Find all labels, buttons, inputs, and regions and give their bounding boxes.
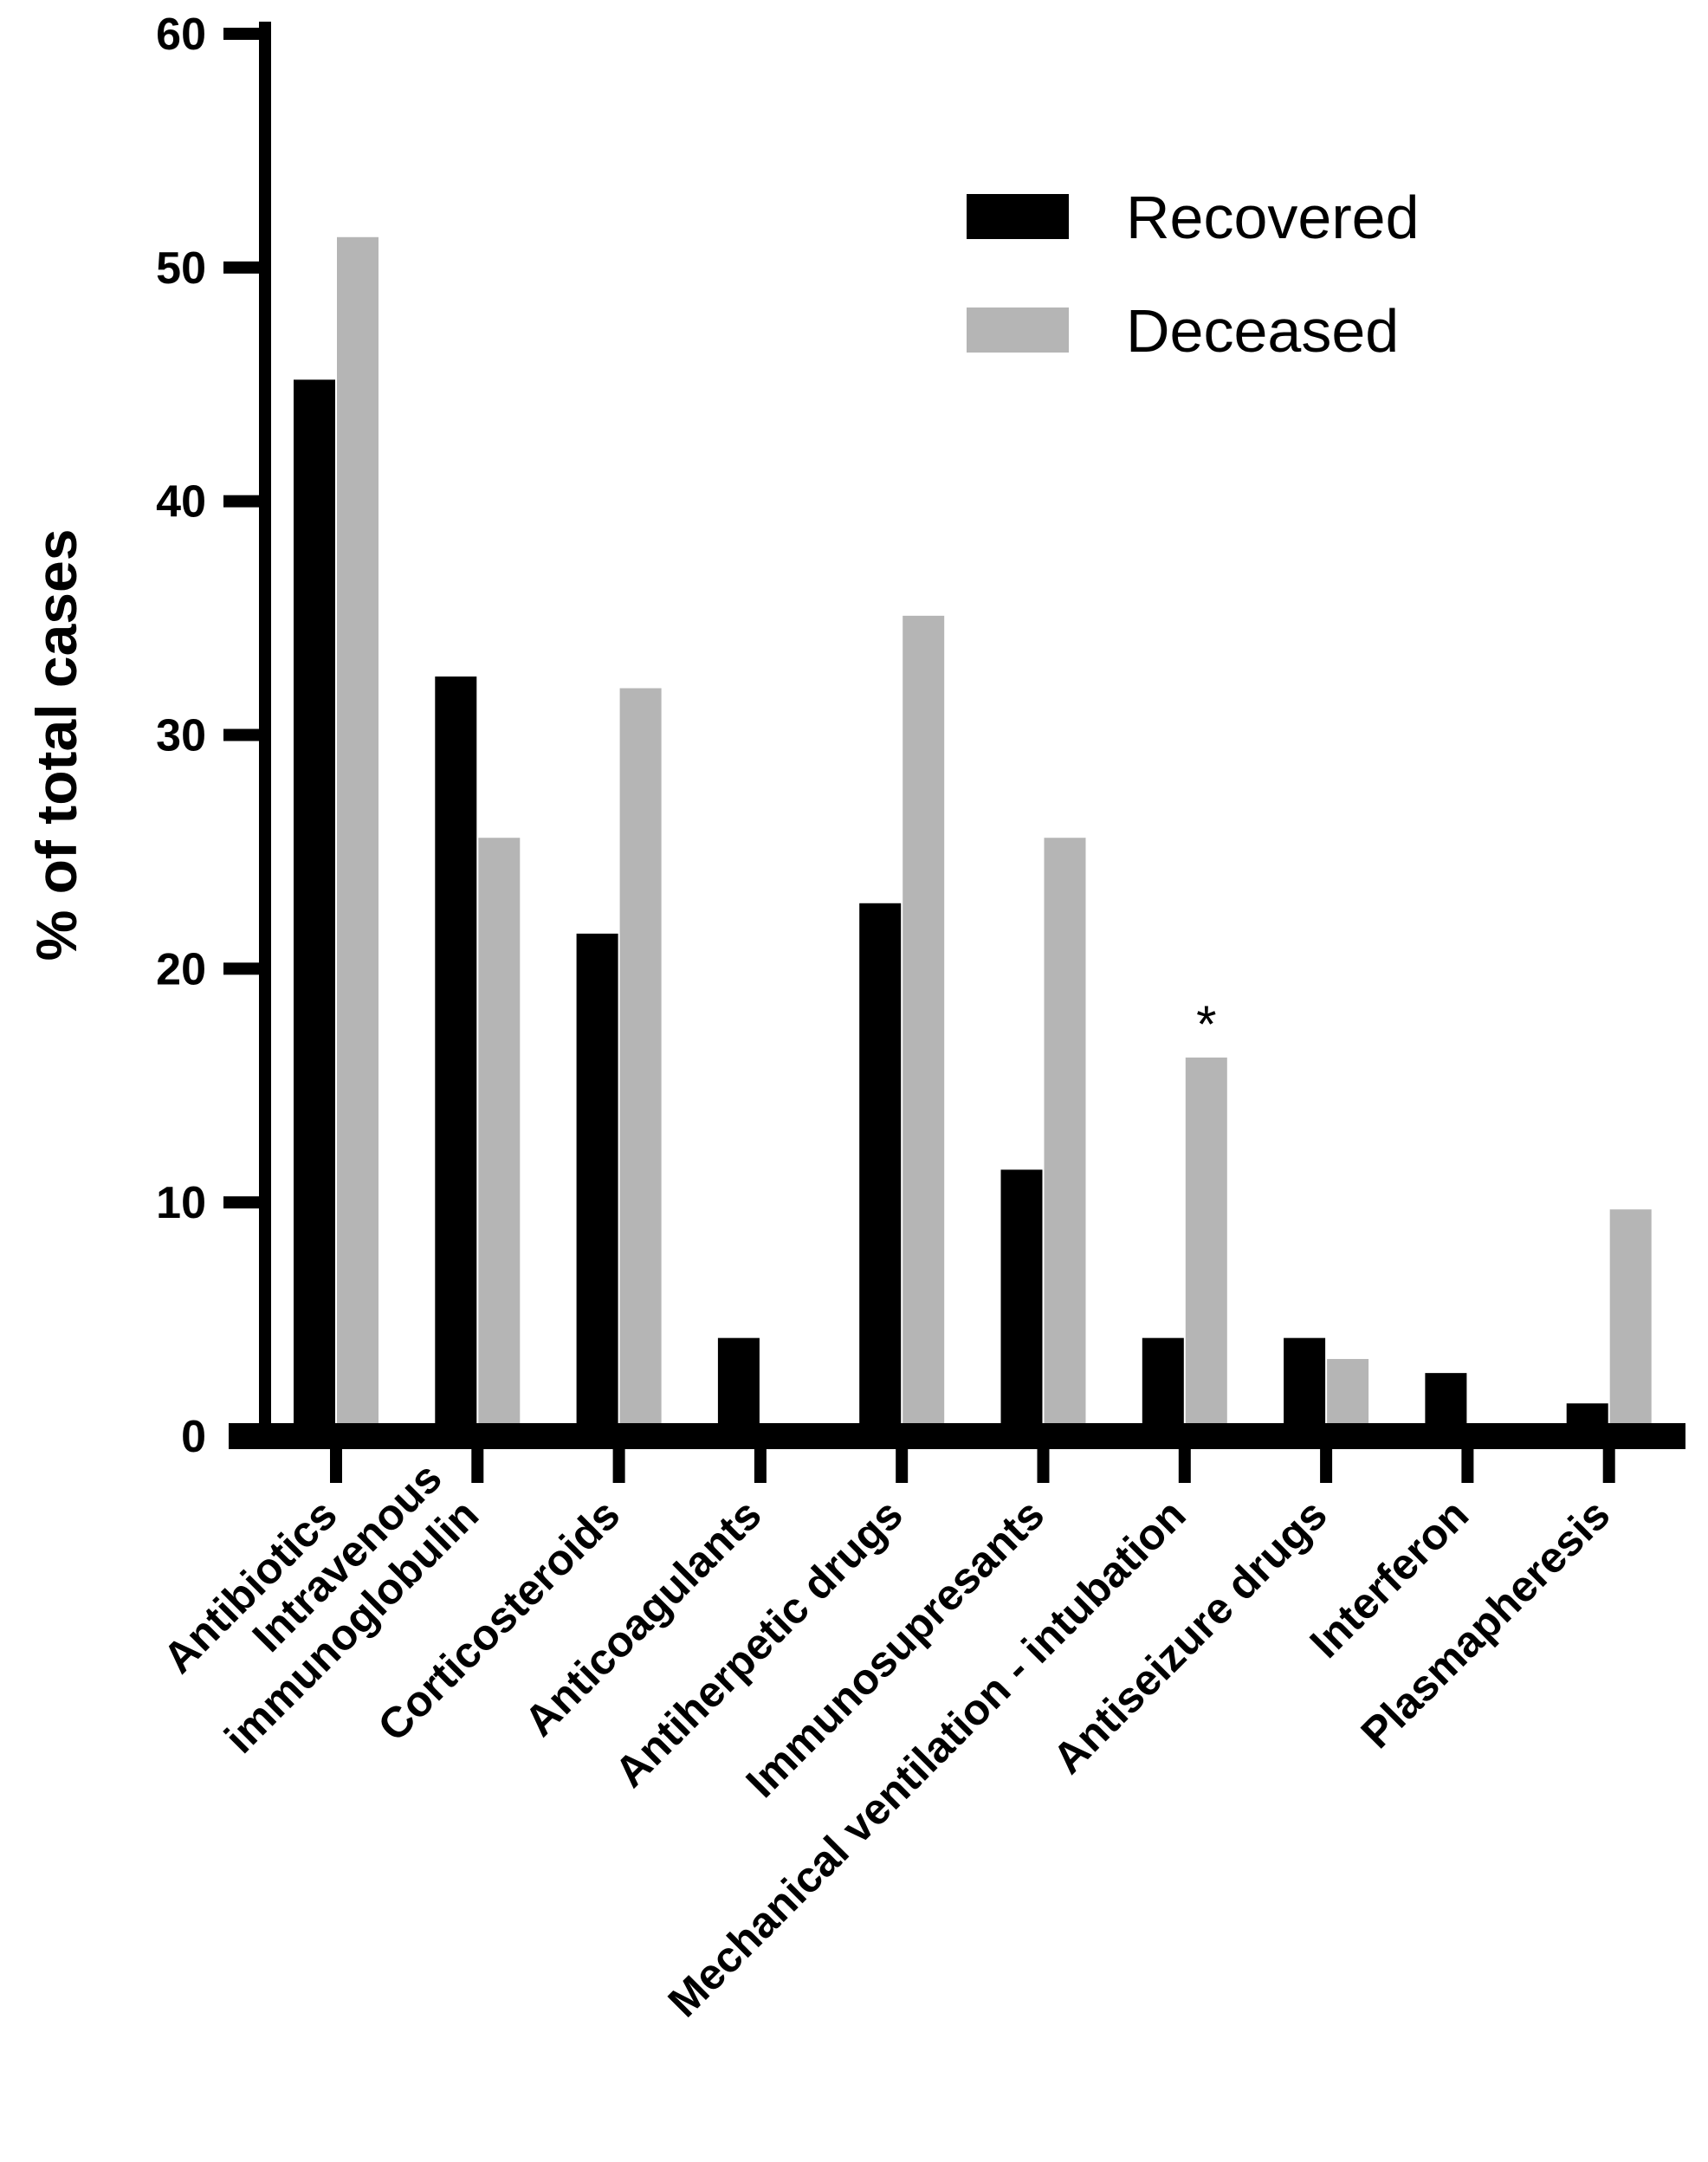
legend-label-deceased: Deceased <box>1126 297 1399 365</box>
bar-recovered-3 <box>717 1337 760 1436</box>
x-category-label-line: Anticoagulants <box>515 1490 771 1745</box>
x-ticks-group: AntibioticsIntravenousimmunoglobulinCort… <box>154 1436 1620 2026</box>
y-tick-label-30: 30 <box>156 711 206 761</box>
y-tick-10 <box>223 1196 265 1209</box>
legend-swatch-recovered <box>967 194 1069 239</box>
bar-deceased-1 <box>478 838 521 1436</box>
bar-recovered-0 <box>294 379 335 1437</box>
y-tick-label-40: 40 <box>156 477 206 528</box>
y-tick-50 <box>223 261 265 274</box>
x-tick-2 <box>612 1436 625 1483</box>
y-tick-label-50: 50 <box>156 243 206 294</box>
y-ticks-group: 0 10 20 30 40 50 60 <box>156 10 265 1462</box>
bars-group <box>294 236 1652 1437</box>
annotations-group: * <box>1196 995 1216 1053</box>
y-tick-label-20: 20 <box>156 944 206 994</box>
legend: Recovered Deceased <box>967 184 1420 365</box>
significance-asterisk: * <box>1196 995 1216 1053</box>
x-category-label-9: Plasmapheresis <box>1352 1490 1620 1757</box>
bar-recovered-7 <box>1284 1337 1326 1436</box>
x-tick-8 <box>1461 1436 1474 1483</box>
x-category-label-line: Antiseizure drugs <box>1044 1490 1336 1783</box>
x-tick-7 <box>1320 1436 1333 1483</box>
bar-deceased-9 <box>1609 1209 1652 1436</box>
x-category-label-3: Anticoagulants <box>515 1490 771 1745</box>
legend-swatch-deceased <box>967 307 1069 353</box>
bar-recovered-5 <box>1000 1169 1043 1436</box>
x-tick-6 <box>1178 1436 1191 1483</box>
y-tick-60 <box>223 28 265 40</box>
y-axis-title: % of total cases <box>24 529 88 961</box>
y-tick-20 <box>223 962 265 975</box>
bar-deceased-6 <box>1185 1057 1227 1436</box>
x-tick-1 <box>471 1436 484 1483</box>
bar-recovered-2 <box>576 933 618 1436</box>
bar-deceased-0 <box>337 236 378 1436</box>
x-tick-9 <box>1602 1436 1615 1483</box>
x-tick-5 <box>1037 1436 1050 1483</box>
bar-deceased-5 <box>1044 838 1086 1436</box>
y-tick-label-10: 10 <box>156 1178 206 1228</box>
y-tick-label-0: 0 <box>181 1412 206 1462</box>
x-category-label-line: Mechanical ventilation - intubation <box>658 1490 1194 2026</box>
bar-recovered-4 <box>859 903 902 1436</box>
x-category-label-6: Mechanical ventilation - intubation <box>658 1490 1194 2026</box>
y-tick-40 <box>223 495 265 508</box>
y-tick-30 <box>223 728 265 741</box>
x-tick-0 <box>330 1436 342 1483</box>
y-tick-label-60: 60 <box>156 10 206 60</box>
x-tick-3 <box>754 1436 767 1483</box>
x-tick-4 <box>896 1436 909 1483</box>
bar-recovered-6 <box>1142 1337 1184 1436</box>
x-category-label-7: Antiseizure drugs <box>1044 1490 1336 1783</box>
bar-recovered-1 <box>435 676 477 1436</box>
bar-deceased-4 <box>903 615 945 1436</box>
bar-deceased-2 <box>619 688 662 1436</box>
legend-label-recovered: Recovered <box>1126 184 1420 251</box>
x-category-label-line: Plasmapheresis <box>1352 1490 1620 1757</box>
